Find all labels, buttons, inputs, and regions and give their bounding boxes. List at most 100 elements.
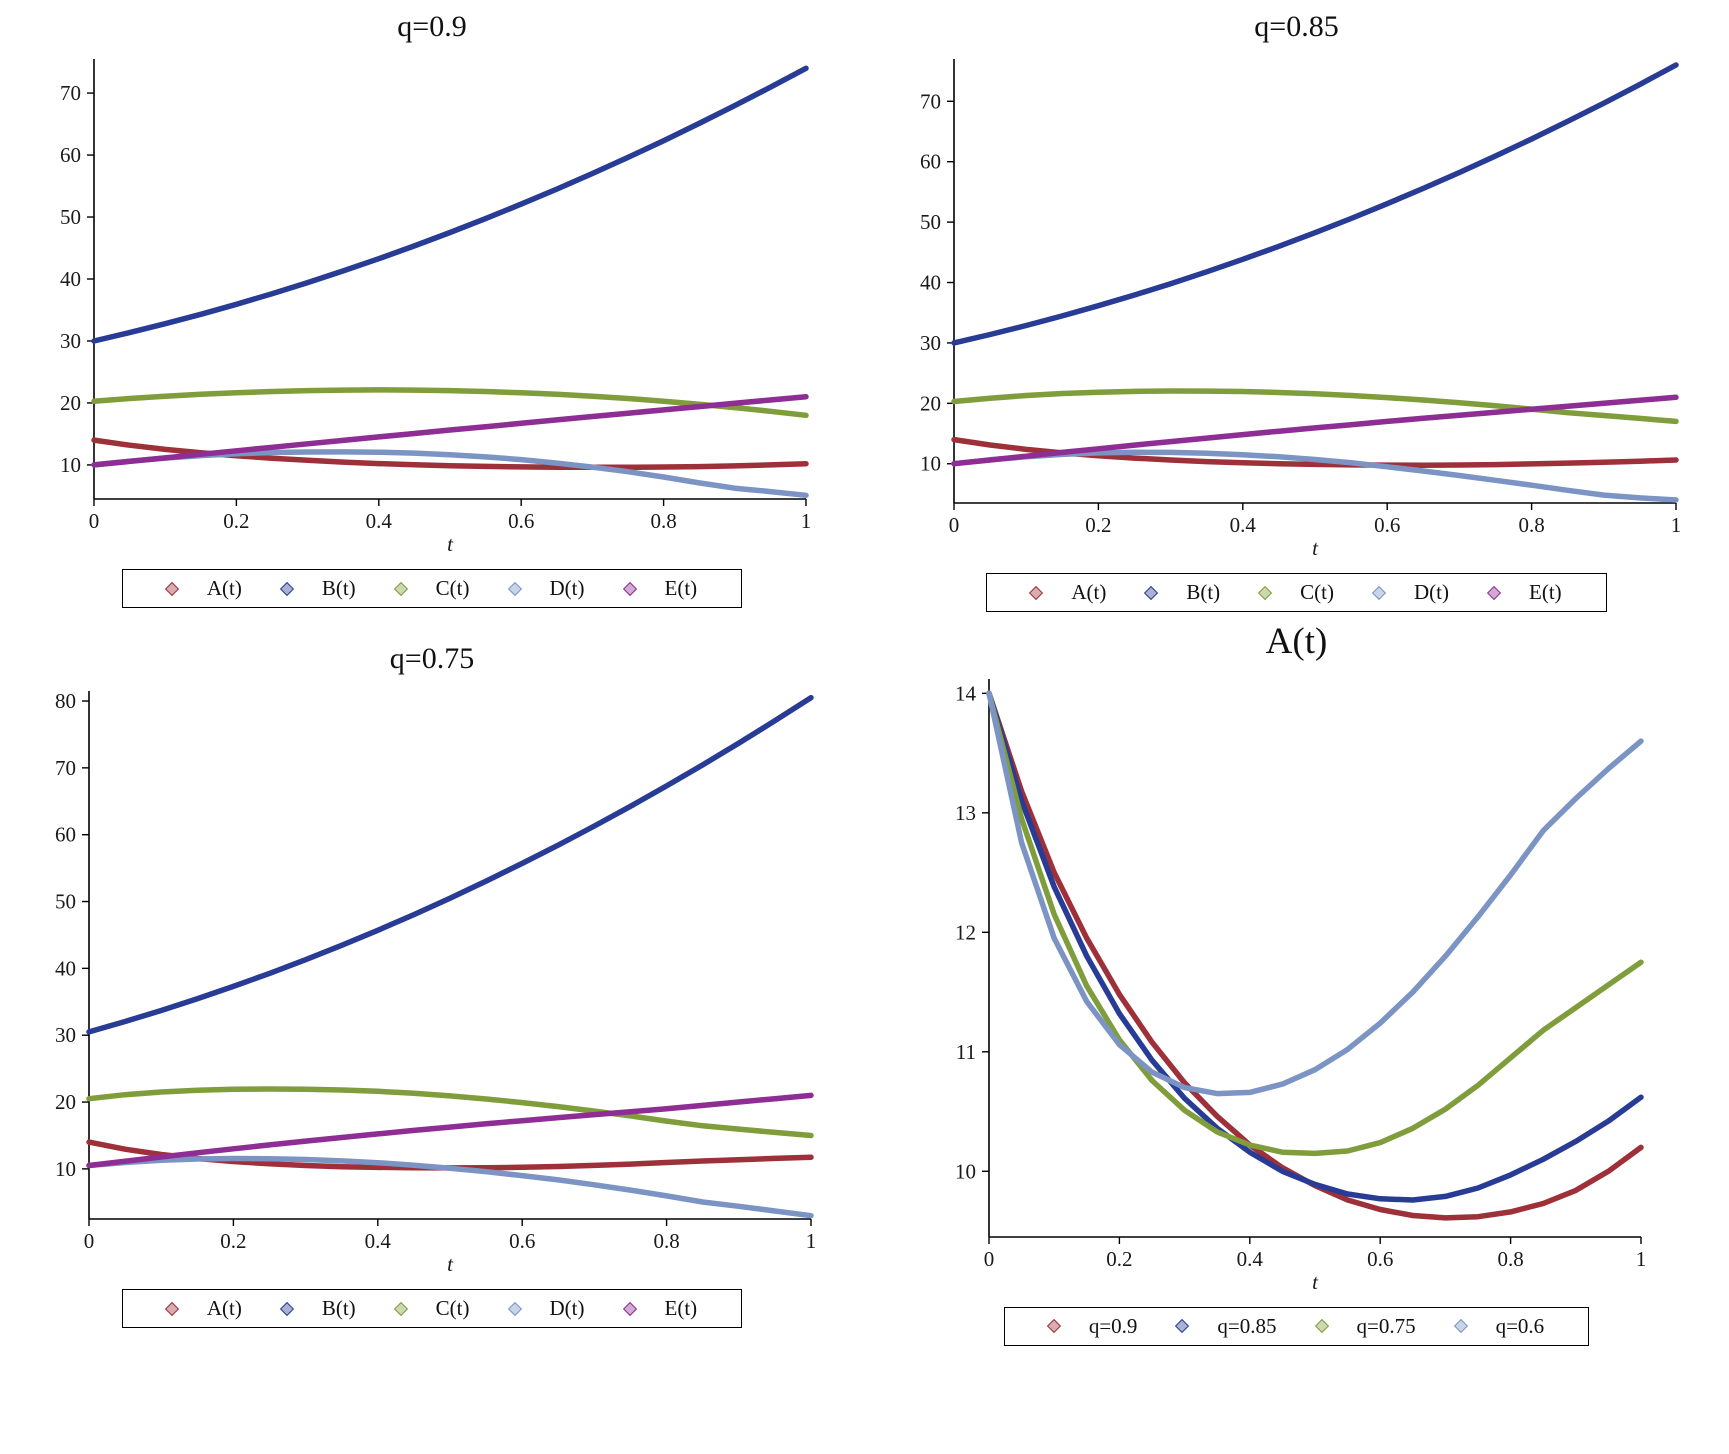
- diamond-marker-icon: [393, 581, 408, 596]
- x-tick-label: 0.6: [1374, 513, 1400, 537]
- x-tick-label: 0.8: [1518, 513, 1544, 537]
- x-tick-label: 1: [801, 509, 812, 533]
- diamond-marker-icon: [507, 581, 522, 596]
- series-B(t): [86, 694, 814, 1035]
- y-tick-label: 40: [55, 956, 76, 980]
- diamond-marker-icon: [622, 1301, 637, 1316]
- diamond-marker-icon: [1486, 585, 1502, 600]
- x-tick-label: 0.2: [1106, 1247, 1132, 1271]
- diamond-marker-icon: [164, 581, 179, 596]
- x-tick-label: 0: [983, 1247, 994, 1271]
- legend-item: A(t): [164, 576, 242, 601]
- y-tick-label: 70: [55, 756, 76, 780]
- x-tick-label: 0.2: [1085, 513, 1111, 537]
- legend: q=0.9 q=0.85 q=0.75 q=0.6: [1003, 1306, 1590, 1346]
- chart-title: A(t): [1265, 621, 1328, 662]
- diamond-marker-icon: [1371, 585, 1387, 600]
- legend-item: C(t): [1258, 580, 1334, 605]
- y-tick-label: 13: [955, 801, 976, 825]
- legend-label: C(t): [435, 576, 470, 600]
- x-tick-label: 0.6: [1367, 1247, 1393, 1271]
- series-D(t): [91, 449, 809, 499]
- y-tick-label: 12: [955, 920, 976, 944]
- panel-A-comparison: A(t) 10 11 12 13 14 0 0.2 0.4 0.6 0.8 1 t q=0.9 q=0.…: [864, 620, 1729, 1454]
- x-axis-label: t: [447, 532, 454, 556]
- series-q=0.6: [985, 690, 1644, 1097]
- legend: A(t) B(t) C(t) D(t) E(t): [986, 573, 1607, 612]
- legend-label: C(t): [1300, 580, 1334, 604]
- legend-label: E(t): [1529, 580, 1562, 604]
- chart-q-0-85-canvas: 10 20 30 40 50 60 70 0 0.2 0.4 0.6 0.8 1 t: [920, 59, 1681, 560]
- series-E(t): [950, 394, 1679, 467]
- chart-title: q=0.85: [1254, 10, 1339, 43]
- x-tick-label: 0: [89, 509, 100, 533]
- legend-label: E(t): [664, 576, 698, 600]
- x-tick-label: 0.6: [509, 1229, 535, 1253]
- y-tick-label: 10: [60, 453, 81, 477]
- legend-label: A(t): [206, 1296, 242, 1320]
- legend-item: B(t): [1144, 580, 1220, 605]
- y-tick-label: 40: [60, 267, 81, 291]
- y-tick-label: 14: [955, 681, 977, 705]
- x-tick-label: 1: [1670, 513, 1681, 537]
- x-tick-label: 0.4: [366, 509, 393, 533]
- x-tick-label: 0.4: [365, 1229, 392, 1253]
- y-tick-label: 20: [920, 391, 941, 415]
- legend-item: E(t): [1486, 580, 1562, 605]
- x-tick-label: 0.8: [653, 1229, 679, 1253]
- x-axis-label: t: [1312, 536, 1319, 560]
- legend-label: q=0.6: [1495, 1313, 1545, 1338]
- legend-label: B(t): [321, 576, 356, 600]
- y-tick-label: 70: [60, 81, 81, 105]
- x-axis-label: t: [447, 1252, 454, 1276]
- legend-item: q=0.85: [1175, 1314, 1277, 1339]
- y-tick-label: 60: [55, 823, 76, 847]
- legend-item: A(t): [164, 1296, 242, 1321]
- legend: A(t) B(t) C(t) D(t) E(t): [121, 1289, 743, 1328]
- series-E(t): [86, 1092, 814, 1169]
- diamond-marker-icon: [393, 1301, 408, 1316]
- legend-label: D(t): [1414, 580, 1449, 604]
- y-tick-label: 11: [955, 1039, 975, 1063]
- legend-item: D(t): [1371, 580, 1449, 605]
- legend-item: D(t): [507, 576, 585, 601]
- panel-q-0-85: q=0.85 10 20 30 40 50 60 70 0 0.2 0.4 0.6 0.8 1 t A(t…: [864, 0, 1729, 620]
- legend-label: C(t): [435, 1296, 470, 1320]
- diamond-marker-icon: [164, 1301, 179, 1316]
- legend-label: D(t): [549, 576, 585, 600]
- y-tick-label: 50: [60, 205, 81, 229]
- series-B(t): [950, 62, 1679, 346]
- legend-label: B(t): [321, 1296, 356, 1320]
- diamond-marker-icon: [1144, 585, 1159, 600]
- y-tick-label: 10: [920, 452, 941, 476]
- y-tick-label: 50: [920, 210, 941, 234]
- chart-title: q=0.9: [397, 10, 467, 43]
- legend-item: B(t): [279, 576, 356, 601]
- y-tick-label: 30: [55, 1023, 76, 1047]
- x-tick-label: 1: [1635, 1247, 1646, 1271]
- diamond-marker-icon: [622, 581, 637, 596]
- series-D(t): [950, 449, 1679, 503]
- y-tick-label: 40: [920, 271, 941, 295]
- series-E(t): [91, 393, 809, 468]
- diamond-marker-icon: [1258, 585, 1273, 600]
- legend-item: C(t): [393, 576, 470, 601]
- diamond-marker-icon: [507, 1301, 522, 1316]
- diamond-marker-icon: [1046, 1319, 1061, 1334]
- chart-title: q=0.75: [389, 642, 475, 675]
- x-tick-label: 0.8: [1497, 1247, 1523, 1271]
- y-tick-label: 10: [55, 1157, 76, 1181]
- legend-item: q=0.6: [1453, 1313, 1545, 1339]
- x-tick-label: 1: [806, 1229, 817, 1253]
- chart-q-0-9-canvas: 10 20 30 40 50 60 70 0 0.2 0.4 0.6 0.8 1 t: [60, 59, 812, 556]
- legend-item: B(t): [279, 1296, 356, 1321]
- y-tick-label: 50: [55, 890, 76, 914]
- legend-label: A(t): [206, 576, 242, 600]
- legend-item: A(t): [1029, 580, 1106, 605]
- series-B(t): [91, 65, 809, 344]
- series-q=0.75: [985, 690, 1644, 1156]
- series-D(t): [86, 1155, 814, 1219]
- x-tick-label: 0.8: [650, 509, 676, 533]
